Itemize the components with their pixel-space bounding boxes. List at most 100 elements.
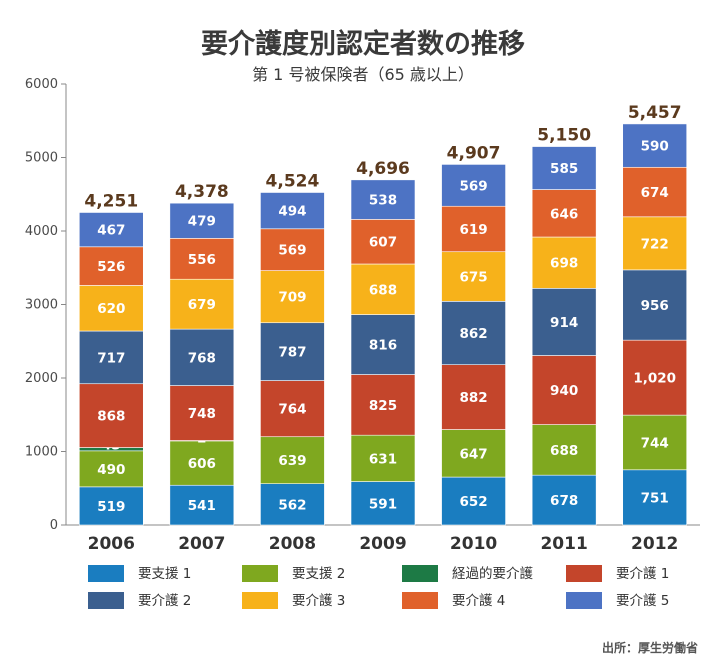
chart-title: 要介護度別認定者数の推移 (201, 28, 525, 60)
bar-segment (260, 436, 325, 484)
bar-segment (78, 330, 144, 385)
segment-value-label: 569 (278, 243, 306, 259)
segment-value-label: 709 (278, 290, 306, 306)
legend-label: 要介護 1 (616, 566, 669, 582)
segment-value-label: 562 (278, 497, 306, 513)
legend: 要支援 1 要支援 2 経過的要介護 要介護 1 要介護 2 要介護 3 要介護 4 要介護 … (88, 565, 669, 609)
bar-total-label: 4,907 (447, 143, 501, 163)
bar-segment (350, 263, 416, 315)
bar-segment (531, 288, 597, 356)
bar-segment (169, 202, 235, 239)
bar-segment (531, 189, 597, 238)
legend-swatch (242, 592, 278, 609)
segment-value-label: 646 (550, 206, 578, 222)
bar-segment (350, 179, 416, 220)
chart-subtitle: 第 1 号被保険者（65 歳以上） (252, 65, 474, 84)
bar-segment (169, 440, 235, 486)
segment-value-label: 569 (459, 178, 487, 194)
x-tick-label: 2006 (88, 534, 135, 554)
segment-value-label: 606 (188, 456, 216, 472)
bar-segment (622, 269, 688, 341)
segment-value-label: 591 (369, 496, 397, 512)
y-tick-label: 4000 (25, 224, 58, 239)
segment-value-label: 556 (188, 252, 216, 268)
bar-segment (260, 380, 325, 438)
bar-total-label: 4,524 (266, 171, 320, 191)
segment-value-label: 490 (97, 462, 125, 478)
segment-value-label: 619 (459, 222, 487, 238)
bar-segment (260, 270, 325, 324)
segment-value-label: 647 (459, 446, 487, 462)
bar-segment (441, 164, 506, 207)
segment-value-label: 674 (641, 185, 669, 201)
bar-segment (441, 205, 506, 253)
x-tick-label: 2010 (450, 534, 497, 554)
legend-label: 要介護 3 (292, 593, 345, 609)
bar-segment (531, 474, 597, 526)
segment-value-label: 825 (369, 398, 397, 414)
segment-value-label: 678 (550, 493, 578, 509)
segment-value-label: 764 (278, 402, 306, 418)
bar-segment (441, 301, 506, 365)
bar-segment (260, 192, 325, 230)
segment-value-label: 940 (550, 383, 578, 399)
x-tick-label: 2009 (359, 534, 406, 554)
legend-swatch (566, 565, 602, 582)
bar-segment (531, 355, 597, 425)
segment-value-label: 479 (188, 214, 216, 230)
x-tick-label: 2012 (631, 534, 678, 554)
segment-value-label: 914 (550, 315, 578, 331)
bar-segment (260, 483, 325, 526)
legend-swatch (88, 565, 124, 582)
segment-value-label: 688 (369, 282, 397, 298)
legend-swatch (566, 592, 602, 609)
bar-segment (78, 212, 144, 248)
bars: 519490458687176205264674,251541606274876… (78, 103, 688, 526)
segment-value-label: 956 (641, 298, 669, 314)
segment-value-label: 717 (97, 350, 125, 366)
segment-value-label: 494 (278, 204, 306, 220)
segment-value-label: 631 (369, 451, 397, 467)
segment-value-label: 607 (369, 235, 397, 251)
bar-segment (622, 216, 688, 271)
segment-value-label: 675 (459, 270, 487, 286)
legend-swatch (402, 565, 438, 582)
y-tick-label: 1000 (25, 445, 58, 460)
segment-value-label: 868 (97, 409, 125, 425)
segment-value-label: 882 (459, 390, 487, 406)
bar-segment (622, 166, 688, 218)
legend-label: 経過的要介護 (452, 566, 533, 582)
y-tick-label: 6000 (25, 77, 58, 92)
segment-value-label: 541 (188, 498, 216, 514)
bar-total-label: 5,150 (537, 126, 591, 146)
bar-total-label: 4,378 (175, 182, 229, 202)
bar-segment (622, 469, 688, 526)
legend-label: 要介護 2 (138, 593, 191, 609)
bar-segment (260, 228, 325, 271)
bar-segment (169, 385, 235, 441)
bar-total-label: 4,696 (356, 159, 410, 179)
segment-value-label: 585 (550, 161, 578, 177)
legend-label: 要支援 1 (138, 566, 191, 582)
segment-value-label: 620 (97, 301, 125, 317)
bar-segment (531, 146, 597, 190)
segment-value-label: 679 (188, 297, 216, 313)
segment-value-label: 538 (369, 193, 397, 209)
legend-swatch (402, 592, 438, 609)
bar-segment (169, 278, 235, 330)
bar-segment (441, 251, 506, 302)
bar-total-label: 5,457 (628, 103, 682, 123)
y-tick-label: 2000 (25, 371, 58, 386)
bar-segment (78, 383, 144, 448)
segment-value-label: 722 (641, 236, 669, 252)
x-tick-label: 2007 (178, 534, 225, 554)
legend-label: 要介護 4 (452, 593, 505, 609)
segment-value-label: 748 (188, 406, 216, 422)
legend-swatch (242, 565, 278, 582)
bar-segment (78, 246, 144, 286)
bar-segment (350, 219, 416, 265)
y-tick-label: 5000 (25, 151, 58, 166)
bar-segment (169, 238, 235, 280)
segment-value-label: 688 (550, 443, 578, 459)
